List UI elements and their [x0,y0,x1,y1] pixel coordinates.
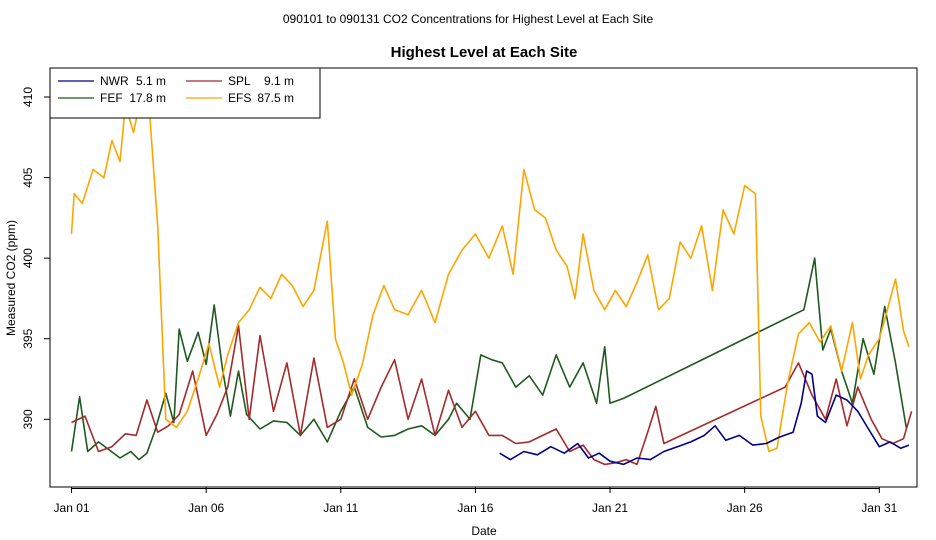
legend-height-spl: 9.1 m [264,74,294,88]
series-line-fef [70,257,907,461]
legend-height-fef: 17.8 m [129,91,166,105]
legend: NWR 5.1 m FEF 17.8 m SPL 9.1 m EFS 87.5 m [49,67,321,119]
legend-height-efs: 87.5 m [257,91,294,105]
legend-label-nwr: NWR [100,74,129,88]
x-tick-label: Jan 06 [188,501,224,515]
x-tick-label: Jan 26 [727,501,763,515]
x-tick-label: Jan 11 [323,501,358,515]
legend-label-fef: FEF [100,91,123,105]
series-line-efs [70,93,910,453]
x-axis-label: Date [471,524,497,538]
y-tick-label: 410 [21,87,35,107]
chart-suptitle: 090101 to 090131 CO2 Concentrations for … [283,12,654,26]
axis-layer: Jan 01 Jan 06 Jan 11 Jan 16 Jan 21 Jan 26 Jan … [21,87,898,515]
chart-title: Highest Level at Each Site [391,44,578,61]
x-tick-label: Jan 31 [861,501,897,515]
legend-box [49,67,321,119]
y-axis-label: Measured CO2 (ppm) [4,220,18,336]
legend-label-efs: EFS [228,91,251,105]
series-line-spl [71,325,913,466]
legend-label-spl: SPL [228,74,251,88]
y-tick-label: 390 [21,409,35,429]
x-tick-label: Jan 16 [457,501,493,515]
legend-height-nwr: 5.1 m [136,74,166,88]
x-tick-label: Jan 21 [592,501,628,515]
x-tick-label: Jan 01 [54,501,90,515]
series-line-nwr [499,370,910,466]
y-tick-label: 405 [21,167,35,187]
y-tick-label: 400 [21,248,35,268]
y-tick-label: 395 [21,328,35,348]
series-layer [70,93,913,466]
